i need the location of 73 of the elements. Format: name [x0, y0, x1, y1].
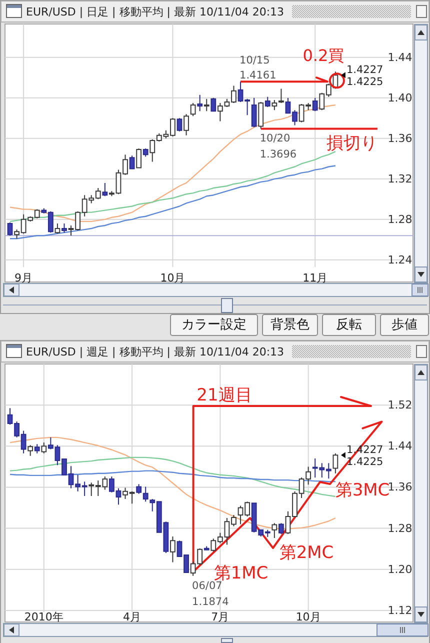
candlestick [204, 98, 210, 112]
candlestick [7, 222, 13, 236]
line-series [9, 150, 336, 222]
candlestick [258, 101, 264, 130]
candlestick [62, 222, 67, 234]
x-tick-label: 10月 [296, 610, 321, 624]
button: 反転 [322, 314, 376, 336]
ref-line-label: 0.2買 [302, 46, 344, 66]
candlestick [184, 114, 189, 136]
y-tick-label: 1.28 [388, 212, 412, 226]
candlestick [312, 97, 318, 112]
annotation: 1.1874 [192, 596, 230, 608]
annotation: 21週目 [196, 386, 252, 406]
candlestick [54, 222, 60, 234]
candlestick [272, 99, 278, 111]
y-tick-label: 1.36 [388, 480, 412, 494]
chart-title: EUR/USD | 日足 | 移動平均 | 最新 10/11/04 20:13 [26, 6, 284, 18]
button: カラー設定 [170, 314, 258, 336]
y-tick-label: 1.44 [388, 440, 412, 453]
y-tick-label: 1.20 [388, 562, 412, 576]
y-tick-label: 1.12 [388, 604, 412, 617]
candlestick [142, 486, 148, 502]
candlestick [272, 522, 278, 539]
chart-title: EUR/USD | 週足 | 移動平均 | 最新 10/11/04 20:13 [26, 346, 284, 358]
candlestick [204, 546, 210, 551]
candlestick [332, 452, 338, 474]
candlestick [278, 522, 284, 534]
text: 1.4225 [346, 456, 384, 468]
x-tick-label: 11月 [302, 272, 328, 284]
candlestick [190, 102, 196, 117]
candlestick [136, 148, 142, 168]
annotation: 10/20 [260, 132, 290, 145]
y-tick-label: 1.44 [388, 50, 412, 64]
annotation: 1.4161 [240, 70, 276, 82]
candlestick [210, 97, 216, 112]
candlestick [251, 97, 257, 128]
candlestick [129, 155, 135, 170]
line-series [9, 470, 336, 482]
button: 歩値 [380, 314, 429, 336]
candlestick [176, 118, 182, 132]
text: 1.4225 [346, 76, 384, 88]
candlestick [278, 88, 284, 104]
line-series [9, 436, 336, 530]
candlestick [142, 148, 148, 158]
candlestick [197, 94, 203, 112]
text: 1.4227 [346, 64, 384, 76]
candlestick [136, 484, 142, 494]
y-tick-label: 1.52 [388, 398, 412, 412]
x-tick-label: 7月 [211, 610, 230, 624]
candlestick [264, 96, 270, 108]
annotation: 06/07 [192, 580, 222, 592]
y-tick-label: 1.36 [388, 132, 412, 145]
line-series [9, 456, 336, 498]
candlestick [102, 182, 108, 197]
annotation: 10/15 [240, 54, 270, 67]
line-series [9, 165, 336, 240]
candlestick [34, 444, 40, 454]
annotation: 第3MC [335, 480, 390, 500]
x-tick-label: 2010年 [24, 610, 64, 624]
ref-line-label: 損切り [326, 134, 378, 154]
annotation: 1.3696 [260, 148, 297, 161]
candlestick [28, 444, 34, 456]
y-tick-label: 1.40 [388, 91, 412, 104]
button: 背景色 [262, 314, 318, 336]
y-tick-label: 1.28 [388, 522, 412, 535]
x-tick-label: 9月 [14, 272, 33, 284]
annotation: 第2MC [279, 543, 334, 563]
candlestick [170, 536, 176, 563]
y-tick-label: 1.32 [388, 172, 412, 186]
y-tick-label: 1.24 [388, 253, 412, 266]
x-tick-label: 10月 [160, 272, 186, 284]
x-tick-label: 4月 [123, 610, 142, 624]
candlestick [41, 442, 47, 454]
